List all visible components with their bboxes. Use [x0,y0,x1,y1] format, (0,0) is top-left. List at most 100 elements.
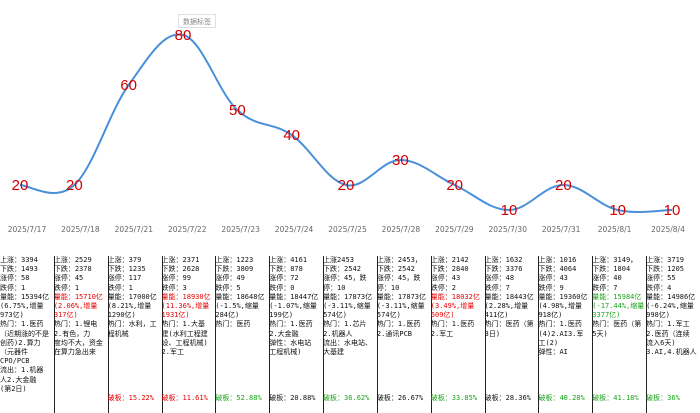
stat-line [592,357,646,366]
stat-line: 热门：1.医药 [538,320,582,329]
stat-line: 下跌：1235 [107,265,146,274]
stat-line [215,348,269,357]
stat-line: (-3.11%,缩量 [376,302,425,311]
stat-line [485,376,539,385]
stat-line: 上涨：2453， [376,256,422,264]
stat-line [538,357,592,366]
stat-line [592,339,646,348]
stat-line: 创药)2.算力 [0,338,41,347]
stat-line: 284亿) [215,311,240,320]
stat-line: (11.36%,增量 [161,302,210,311]
stat-line: (-3.11%,缩量 [323,302,371,311]
stat-line: 破板：26.67% [376,394,424,403]
stat-line [646,357,700,366]
stat-line: 下跌：2378 [53,265,92,274]
stat-line: 热门：1.医药 [376,320,421,329]
stat-line: 跌停：0 [269,283,295,292]
stat-line [215,376,269,385]
stat-line: 工程机械) [269,348,302,357]
stat-line: 998亿) [646,311,670,320]
stat-line: 上涨：4161 [269,256,308,264]
stat-line: 破板：28.36% [484,394,531,403]
stat-line: 量能：18648亿 [215,292,265,301]
stat-line [108,366,162,375]
stat-line: 涨停：43 [538,274,568,283]
stat-line: 涨停：99 [161,274,191,283]
x-tick-label: 2025/7/22 [168,225,207,234]
stat-line: 量能：18443亿 [484,292,534,301]
stat-line: 人2.大金融 [0,375,37,384]
stat-line: 涨停：117 [107,274,142,283]
stat-line [431,366,485,375]
x-axis: 2025/7/17 2025/7/18 2025/7/21 2025/7/22 2025… [8,225,685,234]
stat-line: 涨停：48 [484,274,515,283]
stat-line [215,357,269,366]
stat-line: 下跌：3376 [484,265,523,274]
stat-line: 工(2) [538,338,559,347]
stat-line: 量能：17873亿 [323,292,373,301]
stat-line: 破板：15.22% [107,394,154,403]
stat-line [431,339,485,348]
stat-line [592,366,646,375]
day-stats-column: 上涨：2371 下跌：2628 涨停：99 跌停：3 量能：18930亿 (11.36%,… [162,256,217,413]
data-label: 40 [283,127,300,144]
stat-line: 317亿) [53,311,78,320]
stat-line [377,357,431,366]
stat-line: 574亿) [376,311,401,320]
day-stats-column: 上涨：1632 下跌：3376 涨停：48 跌停：7 量能：18443亿 (2.28%,增… [485,256,540,413]
x-tick-label: 2025/7/24 [275,225,314,234]
stat-line: 跌停：4 [646,283,672,292]
stat-line [269,385,323,394]
stat-line: 上涨：2142 [430,256,469,264]
stat-line: 上涨：2529 [53,256,92,264]
data-label: 10 [609,202,626,219]
stat-line: 涨停：72 [269,274,299,283]
stat-line: 973亿) [0,311,24,320]
stat-line: (-17.44%,缩量 [592,302,645,311]
stat-line [215,366,269,375]
stat-line: 574亿) [323,311,347,320]
stat-line: 热门：水利，工 [107,320,157,329]
stat-line [377,339,431,348]
stat-line [377,348,431,357]
stat-line: 热门：医药（第 [592,320,642,329]
stat-line: 破板：33.85% [430,394,478,403]
stat-line: 量能：17873亿 [376,292,426,301]
stat-line [162,357,216,366]
stat-line [538,366,592,375]
stat-line: CPO/PCB [0,357,30,366]
stat-line: 跌停：1 [0,283,26,292]
stat-line: 跌停：1 [53,283,80,292]
stat-line: 918亿) [538,311,563,320]
stat-line: 量能：18930亿 [161,292,211,301]
stat-line: 下跌：1804 [592,265,631,274]
stat-line [108,357,162,366]
stat-line: 停：10 [323,283,346,292]
x-tick-label: 2025/8/1 [598,225,632,234]
stat-line: 热门：1.医药 [430,320,475,329]
stat-line: 量能：15984亿 [592,292,642,301]
stat-line: 涨停：45，跌 [323,274,367,283]
x-tick-label: 2025/7/25 [328,225,367,234]
stat-line: 涨停：45，跌 [376,274,421,283]
stat-line: 2.有色，力 [53,329,91,338]
daily-stats-panel: 上涨：3394 下跌：1493 涨停：58 跌停：1 量能：15394亿 (6.75%,增… [0,256,700,413]
x-tick-label: 2025/8/4 [651,225,685,234]
stat-line [431,348,485,357]
stat-line: （元器件 [0,348,28,357]
day-stats-column: 上涨：1016 下跌：4064 涨停：43 跌停：9 量能：19360亿 (4.98%,增… [538,256,594,413]
stat-line: 下跌：1493 [0,265,38,274]
stat-line: 涨停：55 [646,274,676,283]
stat-line: 量能：19360亿 [538,292,588,301]
stat-line: (4.98%,增量 [538,302,582,311]
stat-line: 大基建 [323,348,345,357]
stat-line: (6.75%,增量 [0,302,44,311]
stat-line: (-6.24%,缩量 [646,302,694,311]
stat-line: 3377亿) [592,311,621,320]
stat-line: 下跌：2542 [376,265,415,274]
stat-line: 停：10 [376,283,400,292]
stat-line [162,376,216,385]
stat-line [646,385,700,394]
stat-line [592,385,646,394]
